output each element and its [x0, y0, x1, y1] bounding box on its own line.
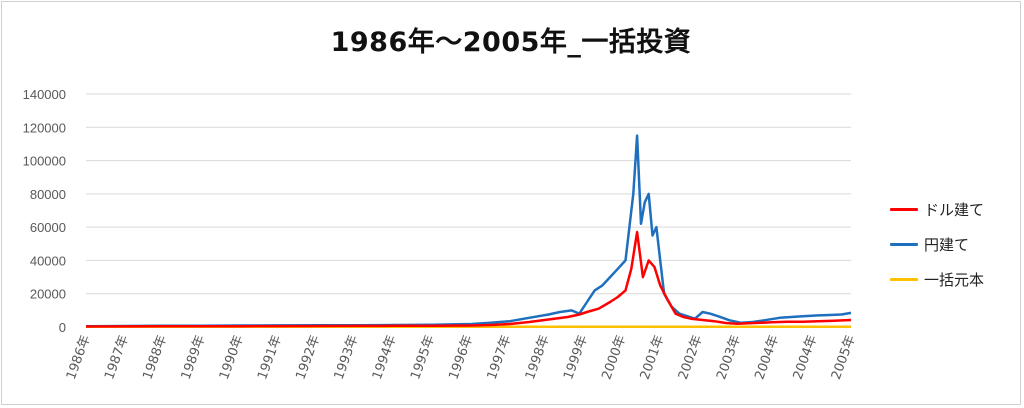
x-tick-label: 2003年 [714, 333, 744, 381]
x-tick-label: 1988年 [140, 333, 170, 381]
x-tick-label: 1996年 [446, 333, 476, 381]
x-tick-label: 2000年 [599, 333, 629, 381]
series-line-1 [85, 134, 852, 328]
x-tick-label: 1992年 [293, 333, 323, 381]
x-tick-label: 1994年 [370, 333, 400, 381]
x-tick-label: 2002年 [676, 333, 706, 381]
chart-title: 1986年～2005年_一括投資 [330, 27, 692, 58]
x-tick-label: 1999年 [561, 333, 591, 381]
x-tick-label: 2004年 [791, 333, 821, 381]
y-tick-label: 0 [59, 320, 66, 335]
x-tick-label: 2005年 [829, 333, 859, 381]
y-tick-label: 60000 [30, 220, 66, 235]
x-tick-label: 1998年 [523, 333, 553, 381]
x-tick-label: 1993年 [332, 333, 362, 381]
x-tick-label: 1986年 [64, 333, 94, 381]
legend-swatch-dollar [890, 208, 918, 211]
legend-swatch-principal [890, 278, 918, 281]
x-tick-label: 1995年 [408, 333, 438, 381]
x-tick-label: 1997年 [485, 333, 515, 381]
x-tick-label: 2001年 [638, 333, 668, 381]
y-tick-label: 140000 [23, 87, 66, 102]
legend-item-dollar[interactable]: ドル建て [890, 192, 1020, 227]
y-tick-label: 100000 [23, 154, 66, 169]
x-tick-label: 2004年 [752, 333, 782, 381]
legend-swatch-yen [890, 243, 918, 246]
x-tick-label: 1989年 [179, 333, 209, 381]
x-tick-label: 1987年 [102, 333, 132, 381]
y-tick-label: 120000 [23, 120, 66, 135]
legend: ドル建て 円建て 一括元本 [890, 192, 1020, 297]
y-tick-label: 80000 [30, 187, 66, 202]
legend-item-yen[interactable]: 円建て [890, 227, 1020, 262]
x-tick-label: 1991年 [255, 333, 285, 381]
y-tick-label: 40000 [30, 253, 66, 268]
legend-label-yen: 円建て [924, 236, 970, 254]
legend-label-principal: 一括元本 [924, 271, 985, 289]
legend-label-dollar: ドル建て [924, 201, 985, 219]
series-line-0 [85, 230, 852, 328]
legend-item-principal[interactable]: 一括元本 [890, 262, 1020, 297]
x-tick-label: 1990年 [217, 333, 247, 381]
y-tick-label: 20000 [30, 287, 66, 302]
